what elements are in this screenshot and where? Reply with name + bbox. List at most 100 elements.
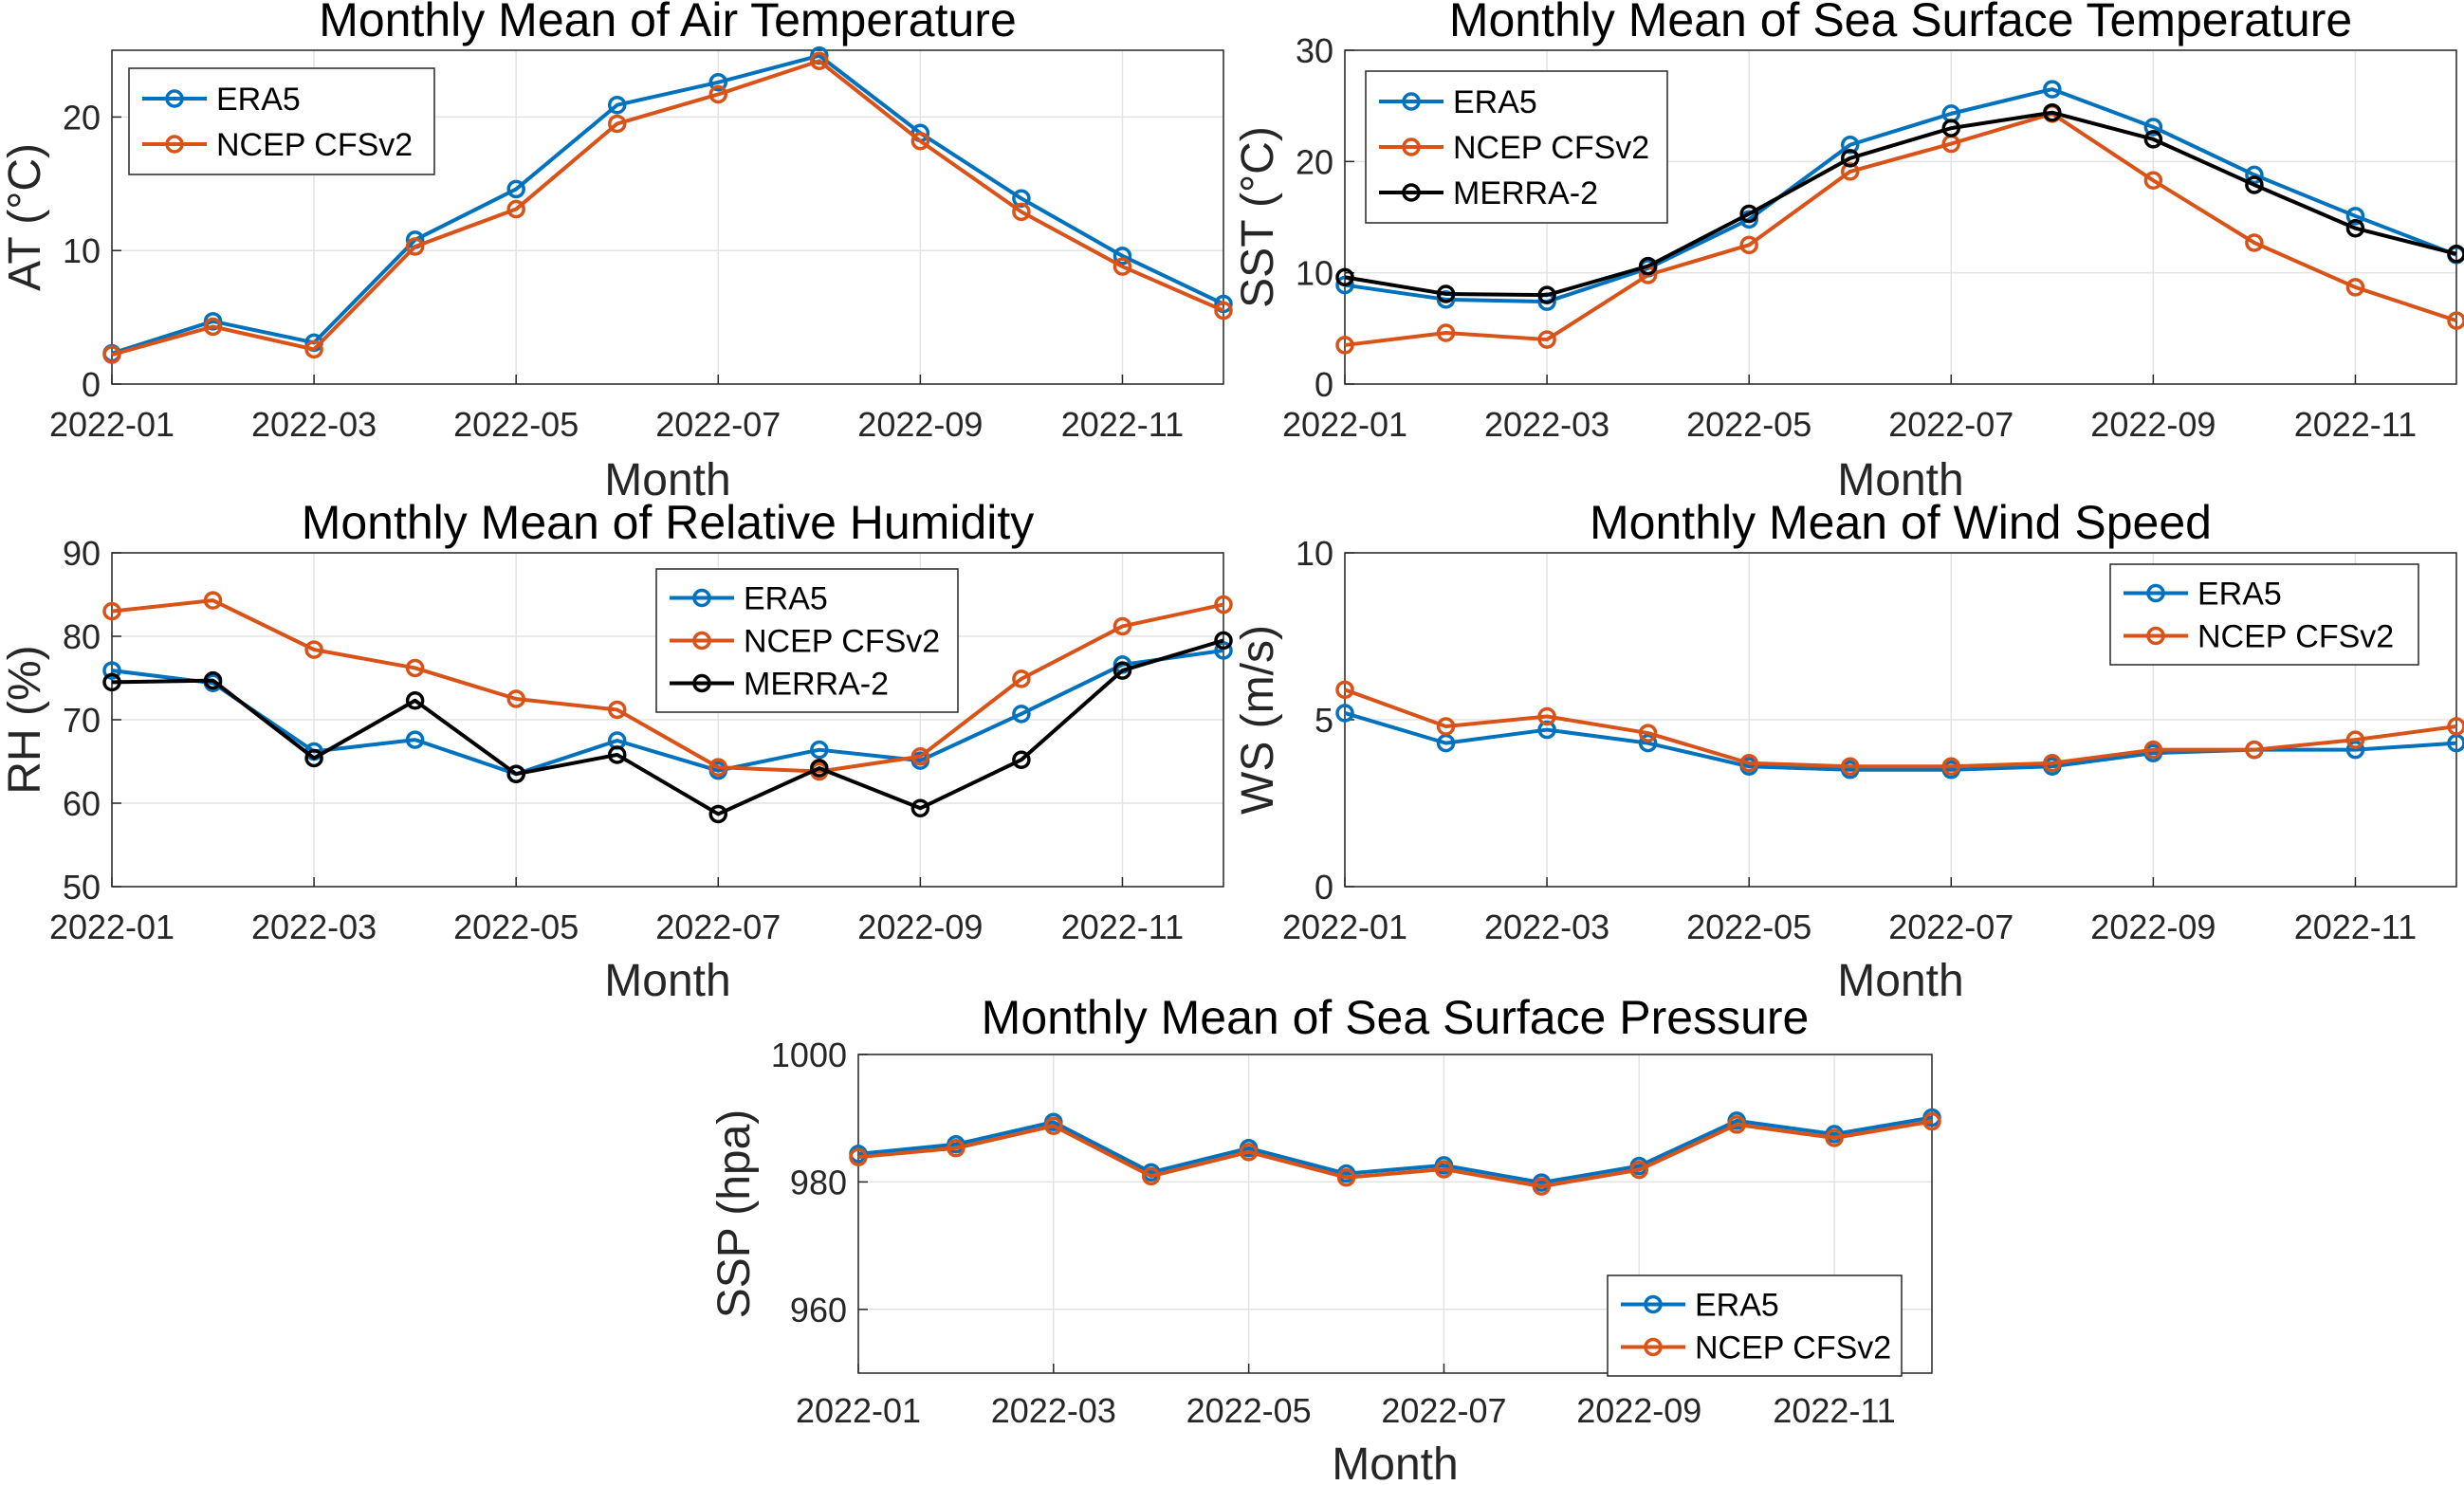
- legend-marker: [1644, 1294, 1663, 1314]
- data-point: [1214, 301, 1233, 321]
- legend: ERA5 NCEP CFSv2: [1607, 1274, 1903, 1377]
- chart-title: Monthly Mean of Sea Surface Pressure: [982, 991, 1810, 1044]
- data-point: [607, 114, 627, 134]
- x-axis-label: Month: [1332, 1439, 1458, 1485]
- y-tick-label: 1000: [771, 1036, 847, 1074]
- chart-panel-5: 2022-01 2022-03 2022-05 2022-07 2022-09 2022-…: [709, 991, 1941, 1485]
- legend-entry: NCEP CFSv2: [1695, 1330, 1891, 1366]
- data-point: [102, 601, 121, 621]
- series-ncep-cfsv2: [1335, 680, 2464, 777]
- y-tick-label: 5: [1315, 701, 1333, 740]
- data-point: [2043, 754, 2062, 773]
- axes-box: [111, 49, 1224, 385]
- chart-panel-1: 2022-01 2022-03 2022-05 2022-07 2022-09 2022-…: [0, 0, 1233, 505]
- series-line: [1344, 87, 2457, 304]
- legend-entry: MERRA-2: [1453, 175, 1598, 211]
- series-line: [1344, 688, 2457, 769]
- data-point: [1638, 256, 1658, 276]
- x-tick-label: 2022-07: [655, 908, 781, 946]
- series-line: [111, 598, 1224, 774]
- series-merra-2: [1335, 102, 2464, 304]
- y-tick-label: 10: [1296, 254, 1333, 293]
- series-ncep-cfsv2: [102, 51, 1233, 364]
- x-tick-label: 2022-09: [857, 908, 983, 946]
- series-line: [857, 1115, 1933, 1185]
- data-point: [1112, 616, 1132, 636]
- y-tick-label: 0: [82, 365, 101, 404]
- legend-marker: [692, 673, 711, 693]
- x-tick-label: 2022-09: [2090, 908, 2216, 946]
- data-point: [607, 745, 627, 764]
- series-line: [111, 59, 1224, 357]
- x-tick-label: 2022-01: [49, 405, 175, 444]
- x-tick-label: 2022-11: [2294, 908, 2417, 946]
- chart-title: Monthly Mean of Relative Humidity: [302, 496, 1035, 549]
- legend-entry: NCEP CFSv2: [1453, 130, 1649, 166]
- legend-entry: MERRA-2: [744, 667, 889, 703]
- data-point: [1436, 717, 1456, 736]
- data-point: [2447, 311, 2464, 330]
- data-point: [405, 730, 425, 749]
- data-point: [2043, 80, 2062, 99]
- data-point: [1537, 720, 1556, 740]
- x-tick-label: 2022-05: [453, 405, 579, 444]
- data-point: [1436, 323, 1456, 342]
- data-point: [1012, 705, 1031, 724]
- x-tick-label: 2022-01: [1282, 405, 1407, 444]
- data-point: [102, 345, 121, 364]
- data-point: [2143, 171, 2163, 191]
- y-tick-label: 0: [1315, 365, 1333, 404]
- x-tick-label: 2022-05: [453, 908, 579, 946]
- x-axis-label: Month: [604, 455, 730, 505]
- data-point: [506, 764, 525, 783]
- legend-entry: ERA5: [216, 82, 301, 118]
- legend-marker: [2146, 626, 2165, 646]
- x-tick-label: 2022-07: [655, 405, 781, 444]
- y-axis-label: AT (°C): [0, 143, 50, 291]
- legend-entry: ERA5: [744, 581, 828, 617]
- data-point: [1214, 294, 1233, 314]
- data-point: [1214, 641, 1233, 660]
- data-point: [1112, 257, 1132, 276]
- data-point: [405, 658, 425, 678]
- data-point: [1537, 706, 1556, 726]
- y-tick-label: 30: [1296, 31, 1333, 70]
- legend-marker: [2146, 583, 2165, 603]
- x-tick-label: 2022-09: [2090, 405, 2216, 444]
- data-point: [2345, 218, 2365, 238]
- data-point: [2345, 730, 2365, 749]
- legend-marker: [1402, 183, 1421, 202]
- data-point: [910, 798, 930, 818]
- data-point: [1214, 631, 1233, 651]
- data-point: [1044, 1116, 1063, 1136]
- data-point: [2143, 740, 2163, 760]
- data-point: [2143, 118, 2163, 137]
- data-point: [203, 317, 223, 337]
- x-tick-label: 2022-03: [991, 1391, 1116, 1430]
- data-point: [810, 759, 829, 778]
- series-line: [111, 53, 1224, 356]
- data-point: [849, 1147, 868, 1166]
- y-tick-label: 10: [1296, 534, 1333, 573]
- x-tick-label: 2022-07: [1888, 405, 2013, 444]
- series-line: [111, 648, 1224, 777]
- data-point: [506, 179, 525, 199]
- data-point: [1537, 330, 1556, 349]
- data-point: [1739, 754, 1758, 773]
- data-point: [1825, 1128, 1844, 1147]
- data-point: [708, 84, 728, 104]
- y-tick-label: 60: [63, 784, 101, 823]
- chart-panel-2: 2022-01 2022-03 2022-05 2022-07 2022-09 2022-…: [1233, 0, 2464, 505]
- legend-entry: NCEP CFSv2: [2197, 619, 2394, 655]
- x-tick-label: 2022-11: [2294, 405, 2417, 444]
- data-point: [1638, 733, 1658, 753]
- data-point: [203, 312, 223, 331]
- data-point: [2245, 740, 2264, 760]
- data-point: [304, 339, 323, 359]
- data-point: [1112, 661, 1132, 680]
- y-tick-label: 980: [790, 1163, 847, 1201]
- data-point: [1012, 669, 1031, 688]
- data-point: [2245, 233, 2264, 252]
- legend-marker: [165, 89, 184, 108]
